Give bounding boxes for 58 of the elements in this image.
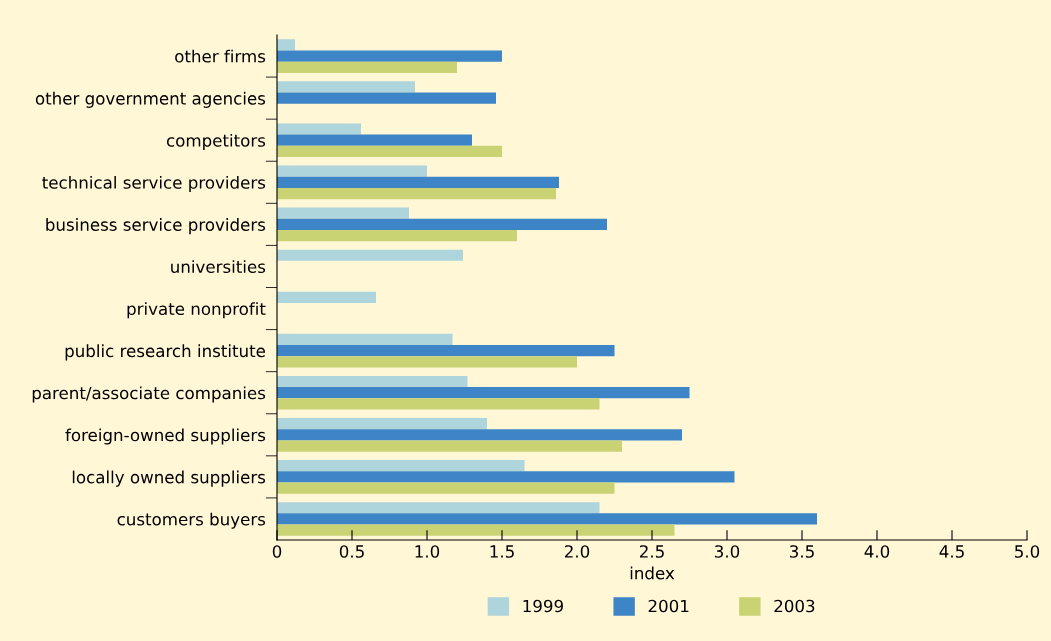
- bar: [277, 134, 472, 146]
- x-tick-label: 3.5: [790, 545, 814, 558]
- y-tick-label: customers buyers: [117, 512, 266, 529]
- bar: [277, 92, 496, 104]
- legend-label: 1999: [523, 599, 563, 613]
- bar: [277, 229, 517, 242]
- x-axis-title: index: [630, 566, 675, 580]
- bar: [277, 333, 453, 346]
- x-tick-label: 4.0: [864, 545, 890, 558]
- bar: [277, 513, 817, 525]
- x-tick-label: 2.0: [564, 545, 590, 558]
- y-tick-label: other firms: [175, 49, 266, 63]
- legend-label: 2003: [774, 599, 815, 613]
- y-tick-label: competitors: [166, 133, 266, 151]
- x-tick-label: 4.5: [939, 545, 964, 558]
- bar: [277, 39, 295, 51]
- bar: [277, 291, 376, 303]
- y-tick-label: parent/associate companies: [32, 386, 266, 403]
- y-tick-label: foreign-owned suppliers: [65, 428, 266, 445]
- bar: [277, 471, 735, 483]
- y-tick-label: universities: [171, 260, 266, 274]
- bar: [277, 61, 457, 73]
- y-tick-label: locally owned suppliers: [72, 470, 266, 487]
- bar: [277, 207, 409, 219]
- bar: [277, 440, 622, 452]
- y-tick-label: technical service providers: [42, 175, 266, 193]
- bar: [277, 460, 525, 472]
- bar: [277, 187, 556, 200]
- y-tick-label: other government agencies: [35, 91, 266, 108]
- bar: [277, 375, 468, 388]
- x-tick-label: 1.5: [490, 545, 514, 558]
- bar: [277, 398, 600, 410]
- y-tick-label: private nonprofit: [127, 302, 266, 319]
- bar: [277, 50, 502, 62]
- bar: [277, 417, 487, 430]
- y-tick-label: public research institute: [65, 344, 266, 361]
- bar: [277, 81, 415, 93]
- x-tick-label: 5.0: [1015, 545, 1040, 558]
- bar: [277, 145, 502, 158]
- bar: [277, 387, 690, 399]
- bar: [277, 249, 463, 261]
- bar: [277, 502, 600, 514]
- bar: [277, 218, 607, 230]
- legend-label: 2001: [648, 599, 689, 613]
- x-tick-label: 3.0: [715, 545, 740, 558]
- x-tick-label: 0.5: [339, 545, 364, 558]
- x-tick-label: 1.0: [415, 545, 440, 558]
- bar: [277, 524, 675, 536]
- y-tick-label: business service providers: [46, 218, 266, 235]
- bar: [277, 356, 577, 368]
- bar: [277, 429, 682, 441]
- x-tick-label: 2.5: [639, 545, 664, 558]
- bar: [277, 345, 615, 357]
- bar: [277, 176, 559, 188]
- x-tick-label: 0: [272, 545, 282, 558]
- bar: [277, 482, 615, 494]
- bar: [277, 123, 361, 135]
- bar: [277, 165, 427, 177]
